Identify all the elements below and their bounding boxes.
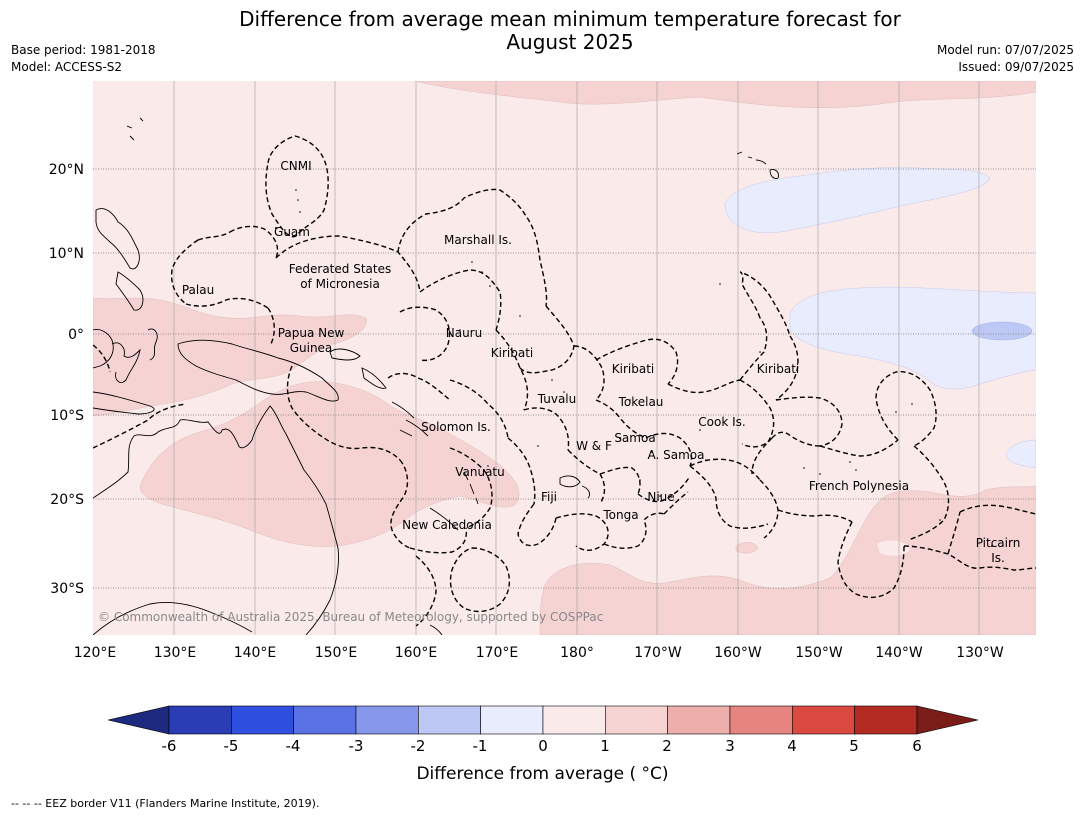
colorbar-tick: 3 <box>725 737 735 755</box>
anomaly-neg1-0-areas <box>724 167 1036 469</box>
label-pitcairn-line1: Pitcairn <box>976 536 1021 550</box>
label-png-line1: Papua New <box>278 326 345 340</box>
label-wallis-futuna: W & F <box>576 439 612 453</box>
coastlines <box>93 117 779 635</box>
label-kiribati-west: Kiribati <box>491 346 533 360</box>
lat-label: 20°S <box>50 492 84 508</box>
label-kiribati-east: Kiribati <box>757 362 799 376</box>
colorbar-swatch <box>791 705 855 735</box>
colorbar-tick: 2 <box>662 737 672 755</box>
colorbar-tick: -2 <box>411 737 426 755</box>
small-islands <box>275 189 993 547</box>
anomaly-1-2-areas <box>93 81 1036 635</box>
label-fsm-line2: of Micronesia <box>300 277 380 291</box>
colorbar-swatch <box>854 705 918 735</box>
label-pitcairn-line2: Is. <box>991 551 1005 565</box>
lon-label: 170°W <box>634 645 682 661</box>
label-tokelau: Tokelau <box>618 395 664 409</box>
colorbar-swatch <box>729 705 793 735</box>
lon-label: 140°E <box>234 645 277 661</box>
label-nauru: Nauru <box>446 326 482 340</box>
label-cook-is: Cook Is. <box>698 415 745 429</box>
lon-label: 170°E <box>476 645 519 661</box>
colorbar-title: Difference from average ( °C) <box>416 764 669 784</box>
label-marshall-is: Marshall Is. <box>444 233 512 247</box>
colorbar <box>107 705 979 735</box>
place-labels: CNMI Guam Marshall Is. Federated States … <box>182 159 1020 565</box>
base-period: Base period: 1981-2018 <box>11 43 156 57</box>
anomaly-gap <box>877 540 910 556</box>
label-american-samoa: A. Samoa <box>648 448 705 462</box>
map-panel[interactable]: © Commonwealth of Australia 2025, Bureau… <box>93 81 1036 635</box>
colorbar-swatch <box>542 705 606 735</box>
lat-label: 10°S <box>50 408 84 424</box>
colorbar-tick: 0 <box>538 737 548 755</box>
eez-border-footnote: -- -- -- EEZ border V11 (Flanders Marine… <box>11 797 320 810</box>
label-cnmi: CNMI <box>280 159 311 173</box>
colorbar-tick: -6 <box>162 737 177 755</box>
label-tonga: Tonga <box>602 508 638 522</box>
colorbar-tick-labels: -6 -5 -4 -3 -2 -1 0 1 2 3 4 5 6 <box>162 737 922 755</box>
lat-label: 20°N <box>49 162 84 178</box>
label-guam: Guam <box>274 225 310 239</box>
model-name: Model: ACCESS-S2 <box>11 60 123 74</box>
colorbar-swatch <box>418 705 481 735</box>
lat-label: 10°N <box>49 246 84 262</box>
lon-label: 140°W <box>875 645 923 661</box>
anomaly-neg2-neg1-area <box>971 321 1033 341</box>
eez-borders <box>93 135 1036 627</box>
latitude-labels: 20°N 10°N 0° 10°S 20°S 30°S <box>49 162 84 597</box>
label-kiribati-central: Kiribati <box>612 362 654 376</box>
colorbar-swatch <box>168 705 232 735</box>
title-line-1: Difference from average mean minimum tem… <box>239 7 901 31</box>
colorbar-extend-high <box>916 705 979 735</box>
label-samoa: Samoa <box>614 431 655 445</box>
colorbar-tick: -3 <box>349 737 364 755</box>
label-vanuatu: Vanuatu <box>455 465 505 479</box>
label-new-caledonia: New Caledonia <box>402 518 492 532</box>
label-palau: Palau <box>182 283 214 297</box>
colorbar-swatch <box>293 705 357 735</box>
label-tuvalu: Tuvalu <box>537 392 577 406</box>
lon-label: 130°E <box>154 645 197 661</box>
colorbar-tick: -5 <box>224 737 239 755</box>
colorbar-tick: 5 <box>849 737 859 755</box>
colorbar-tick: 6 <box>912 737 922 755</box>
lon-label: 160°W <box>714 645 762 661</box>
colorbar-swatch <box>480 705 544 735</box>
longitude-labels: 120°E 130°E 140°E 150°E 160°E 170°E 180°… <box>74 645 1004 661</box>
label-fiji: Fiji <box>541 490 557 504</box>
label-fsm-line1: Federated States <box>289 262 391 276</box>
lon-label: 160°E <box>395 645 438 661</box>
copyright-notice: © Commonwealth of Australia 2025, Bureau… <box>98 610 603 624</box>
colorbar-swatch <box>667 705 731 735</box>
lat-label: 0° <box>68 327 84 343</box>
colorbar-tick: 4 <box>787 737 797 755</box>
colorbar-tick: -1 <box>473 737 488 755</box>
lat-label: 30°S <box>50 581 84 597</box>
colorbar-extend-low <box>107 705 170 735</box>
lon-label: 120°E <box>74 645 117 661</box>
colorbar-swatch <box>605 705 668 735</box>
label-png-line2: Guinea <box>290 341 333 355</box>
longitude-gridlines <box>173 81 980 635</box>
latitude-gridlines <box>93 168 1036 589</box>
label-niue: Niue <box>647 490 674 504</box>
title-line-2: August 2025 <box>506 30 634 54</box>
label-french-polynesia: French Polynesia <box>809 479 909 493</box>
model-run: Model run: 07/07/2025 <box>936 43 1074 57</box>
colorbar-tick: -4 <box>286 737 301 755</box>
colorbar-tick: 1 <box>600 737 610 755</box>
lon-label: 150°W <box>795 645 843 661</box>
map-title: Difference from average mean minimum tem… <box>0 8 1085 54</box>
lon-label: 180° <box>560 645 594 661</box>
lon-label: 130°W <box>956 645 1004 661</box>
colorbar-swatch <box>355 705 419 735</box>
issued-date: Issued: 09/07/2025 <box>958 60 1074 74</box>
label-solomon-is: Solomon Is. <box>421 420 491 434</box>
colorbar-swatch <box>231 705 294 735</box>
lon-label: 150°E <box>315 645 358 661</box>
